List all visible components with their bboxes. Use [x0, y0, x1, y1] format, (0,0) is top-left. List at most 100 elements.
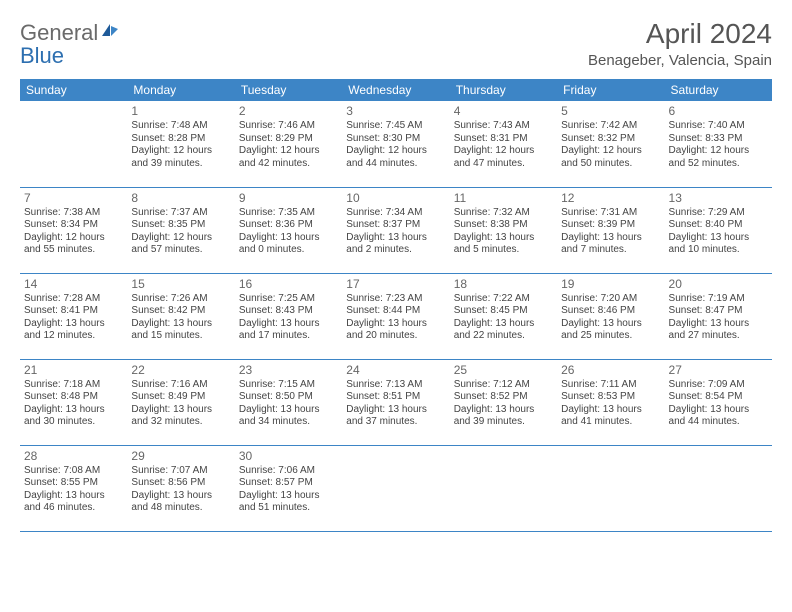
calendar-empty-cell [557, 445, 664, 531]
calendar-day-cell: 20Sunrise: 7:19 AMSunset: 8:47 PMDayligh… [665, 273, 772, 359]
daylight-text: Daylight: 13 hours [346, 232, 445, 245]
day-number: 13 [669, 191, 768, 206]
calendar-day-cell: 5Sunrise: 7:42 AMSunset: 8:32 PMDaylight… [557, 101, 664, 187]
daylight-text: and 55 minutes. [24, 244, 123, 257]
sunset-text: Sunset: 8:49 PM [131, 391, 230, 404]
daylight-text: Daylight: 12 hours [131, 232, 230, 245]
day-header: Tuesday [235, 79, 342, 101]
calendar-day-cell: 29Sunrise: 7:07 AMSunset: 8:56 PMDayligh… [127, 445, 234, 531]
day-number: 19 [561, 277, 660, 292]
sunrise-text: Sunrise: 7:06 AM [239, 465, 338, 478]
calendar-body: 1Sunrise: 7:48 AMSunset: 8:28 PMDaylight… [20, 101, 772, 531]
sunset-text: Sunset: 8:37 PM [346, 219, 445, 232]
day-number: 1 [131, 104, 230, 119]
sunrise-text: Sunrise: 7:09 AM [669, 379, 768, 392]
sunset-text: Sunset: 8:53 PM [561, 391, 660, 404]
daylight-text: and 12 minutes. [24, 330, 123, 343]
day-number: 6 [669, 104, 768, 119]
calendar-day-cell: 4Sunrise: 7:43 AMSunset: 8:31 PMDaylight… [450, 101, 557, 187]
sunset-text: Sunset: 8:41 PM [24, 305, 123, 318]
daylight-text: Daylight: 13 hours [24, 490, 123, 503]
sunrise-text: Sunrise: 7:15 AM [239, 379, 338, 392]
sunrise-text: Sunrise: 7:45 AM [346, 120, 445, 133]
calendar-day-cell: 28Sunrise: 7:08 AMSunset: 8:55 PMDayligh… [20, 445, 127, 531]
day-number: 2 [239, 104, 338, 119]
sunrise-text: Sunrise: 7:20 AM [561, 293, 660, 306]
sunset-text: Sunset: 8:50 PM [239, 391, 338, 404]
calendar-day-cell: 25Sunrise: 7:12 AMSunset: 8:52 PMDayligh… [450, 359, 557, 445]
daylight-text: Daylight: 13 hours [131, 318, 230, 331]
sunset-text: Sunset: 8:46 PM [561, 305, 660, 318]
brand-text-2: Blue [20, 43, 64, 69]
daylight-text: Daylight: 13 hours [454, 232, 553, 245]
daylight-text: and 44 minutes. [346, 158, 445, 171]
daylight-text: and 39 minutes. [131, 158, 230, 171]
day-number: 11 [454, 191, 553, 206]
day-header: Thursday [450, 79, 557, 101]
calendar-empty-cell [450, 445, 557, 531]
calendar-day-cell: 17Sunrise: 7:23 AMSunset: 8:44 PMDayligh… [342, 273, 449, 359]
sunrise-text: Sunrise: 7:11 AM [561, 379, 660, 392]
daylight-text: Daylight: 12 hours [561, 145, 660, 158]
daylight-text: Daylight: 13 hours [346, 318, 445, 331]
day-number: 10 [346, 191, 445, 206]
daylight-text: and 37 minutes. [346, 416, 445, 429]
brand-line2-wrap: Blue [20, 43, 772, 69]
calendar-day-cell: 16Sunrise: 7:25 AMSunset: 8:43 PMDayligh… [235, 273, 342, 359]
daylight-text: Daylight: 13 hours [454, 318, 553, 331]
day-header-row: SundayMondayTuesdayWednesdayThursdayFrid… [20, 79, 772, 101]
sunset-text: Sunset: 8:35 PM [131, 219, 230, 232]
day-number: 28 [24, 449, 123, 464]
calendar-day-cell: 13Sunrise: 7:29 AMSunset: 8:40 PMDayligh… [665, 187, 772, 273]
sunset-text: Sunset: 8:30 PM [346, 133, 445, 146]
daylight-text: Daylight: 12 hours [131, 145, 230, 158]
daylight-text: and 34 minutes. [239, 416, 338, 429]
calendar-day-cell: 18Sunrise: 7:22 AMSunset: 8:45 PMDayligh… [450, 273, 557, 359]
calendar-week-row: 21Sunrise: 7:18 AMSunset: 8:48 PMDayligh… [20, 359, 772, 445]
sunrise-text: Sunrise: 7:34 AM [346, 207, 445, 220]
sunrise-text: Sunrise: 7:29 AM [669, 207, 768, 220]
sunrise-text: Sunrise: 7:23 AM [346, 293, 445, 306]
day-number: 5 [561, 104, 660, 119]
sunset-text: Sunset: 8:36 PM [239, 219, 338, 232]
calendar-day-cell: 22Sunrise: 7:16 AMSunset: 8:49 PMDayligh… [127, 359, 234, 445]
sunrise-text: Sunrise: 7:32 AM [454, 207, 553, 220]
daylight-text: and 15 minutes. [131, 330, 230, 343]
calendar-day-cell: 27Sunrise: 7:09 AMSunset: 8:54 PMDayligh… [665, 359, 772, 445]
calendar-day-cell: 19Sunrise: 7:20 AMSunset: 8:46 PMDayligh… [557, 273, 664, 359]
daylight-text: Daylight: 13 hours [239, 232, 338, 245]
daylight-text: Daylight: 13 hours [561, 232, 660, 245]
calendar-week-row: 28Sunrise: 7:08 AMSunset: 8:55 PMDayligh… [20, 445, 772, 531]
sunrise-text: Sunrise: 7:46 AM [239, 120, 338, 133]
daylight-text: and 51 minutes. [239, 502, 338, 515]
daylight-text: and 50 minutes. [561, 158, 660, 171]
day-number: 4 [454, 104, 553, 119]
daylight-text: Daylight: 12 hours [346, 145, 445, 158]
day-number: 29 [131, 449, 230, 464]
sunset-text: Sunset: 8:44 PM [346, 305, 445, 318]
day-number: 14 [24, 277, 123, 292]
calendar-empty-cell [665, 445, 772, 531]
day-number: 3 [346, 104, 445, 119]
calendar-day-cell: 30Sunrise: 7:06 AMSunset: 8:57 PMDayligh… [235, 445, 342, 531]
day-header: Wednesday [342, 79, 449, 101]
calendar-week-row: 1Sunrise: 7:48 AMSunset: 8:28 PMDaylight… [20, 101, 772, 187]
day-number: 22 [131, 363, 230, 378]
day-header: Sunday [20, 79, 127, 101]
sunset-text: Sunset: 8:52 PM [454, 391, 553, 404]
daylight-text: and 17 minutes. [239, 330, 338, 343]
day-number: 20 [669, 277, 768, 292]
sunrise-text: Sunrise: 7:37 AM [131, 207, 230, 220]
daylight-text: and 42 minutes. [239, 158, 338, 171]
calendar-day-cell: 1Sunrise: 7:48 AMSunset: 8:28 PMDaylight… [127, 101, 234, 187]
daylight-text: and 57 minutes. [131, 244, 230, 257]
sunrise-text: Sunrise: 7:22 AM [454, 293, 553, 306]
daylight-text: Daylight: 13 hours [669, 404, 768, 417]
calendar-day-cell: 10Sunrise: 7:34 AMSunset: 8:37 PMDayligh… [342, 187, 449, 273]
daylight-text: Daylight: 13 hours [561, 318, 660, 331]
day-header: Monday [127, 79, 234, 101]
calendar-day-cell: 23Sunrise: 7:15 AMSunset: 8:50 PMDayligh… [235, 359, 342, 445]
sunset-text: Sunset: 8:34 PM [24, 219, 123, 232]
sunrise-text: Sunrise: 7:16 AM [131, 379, 230, 392]
daylight-text: and 52 minutes. [669, 158, 768, 171]
